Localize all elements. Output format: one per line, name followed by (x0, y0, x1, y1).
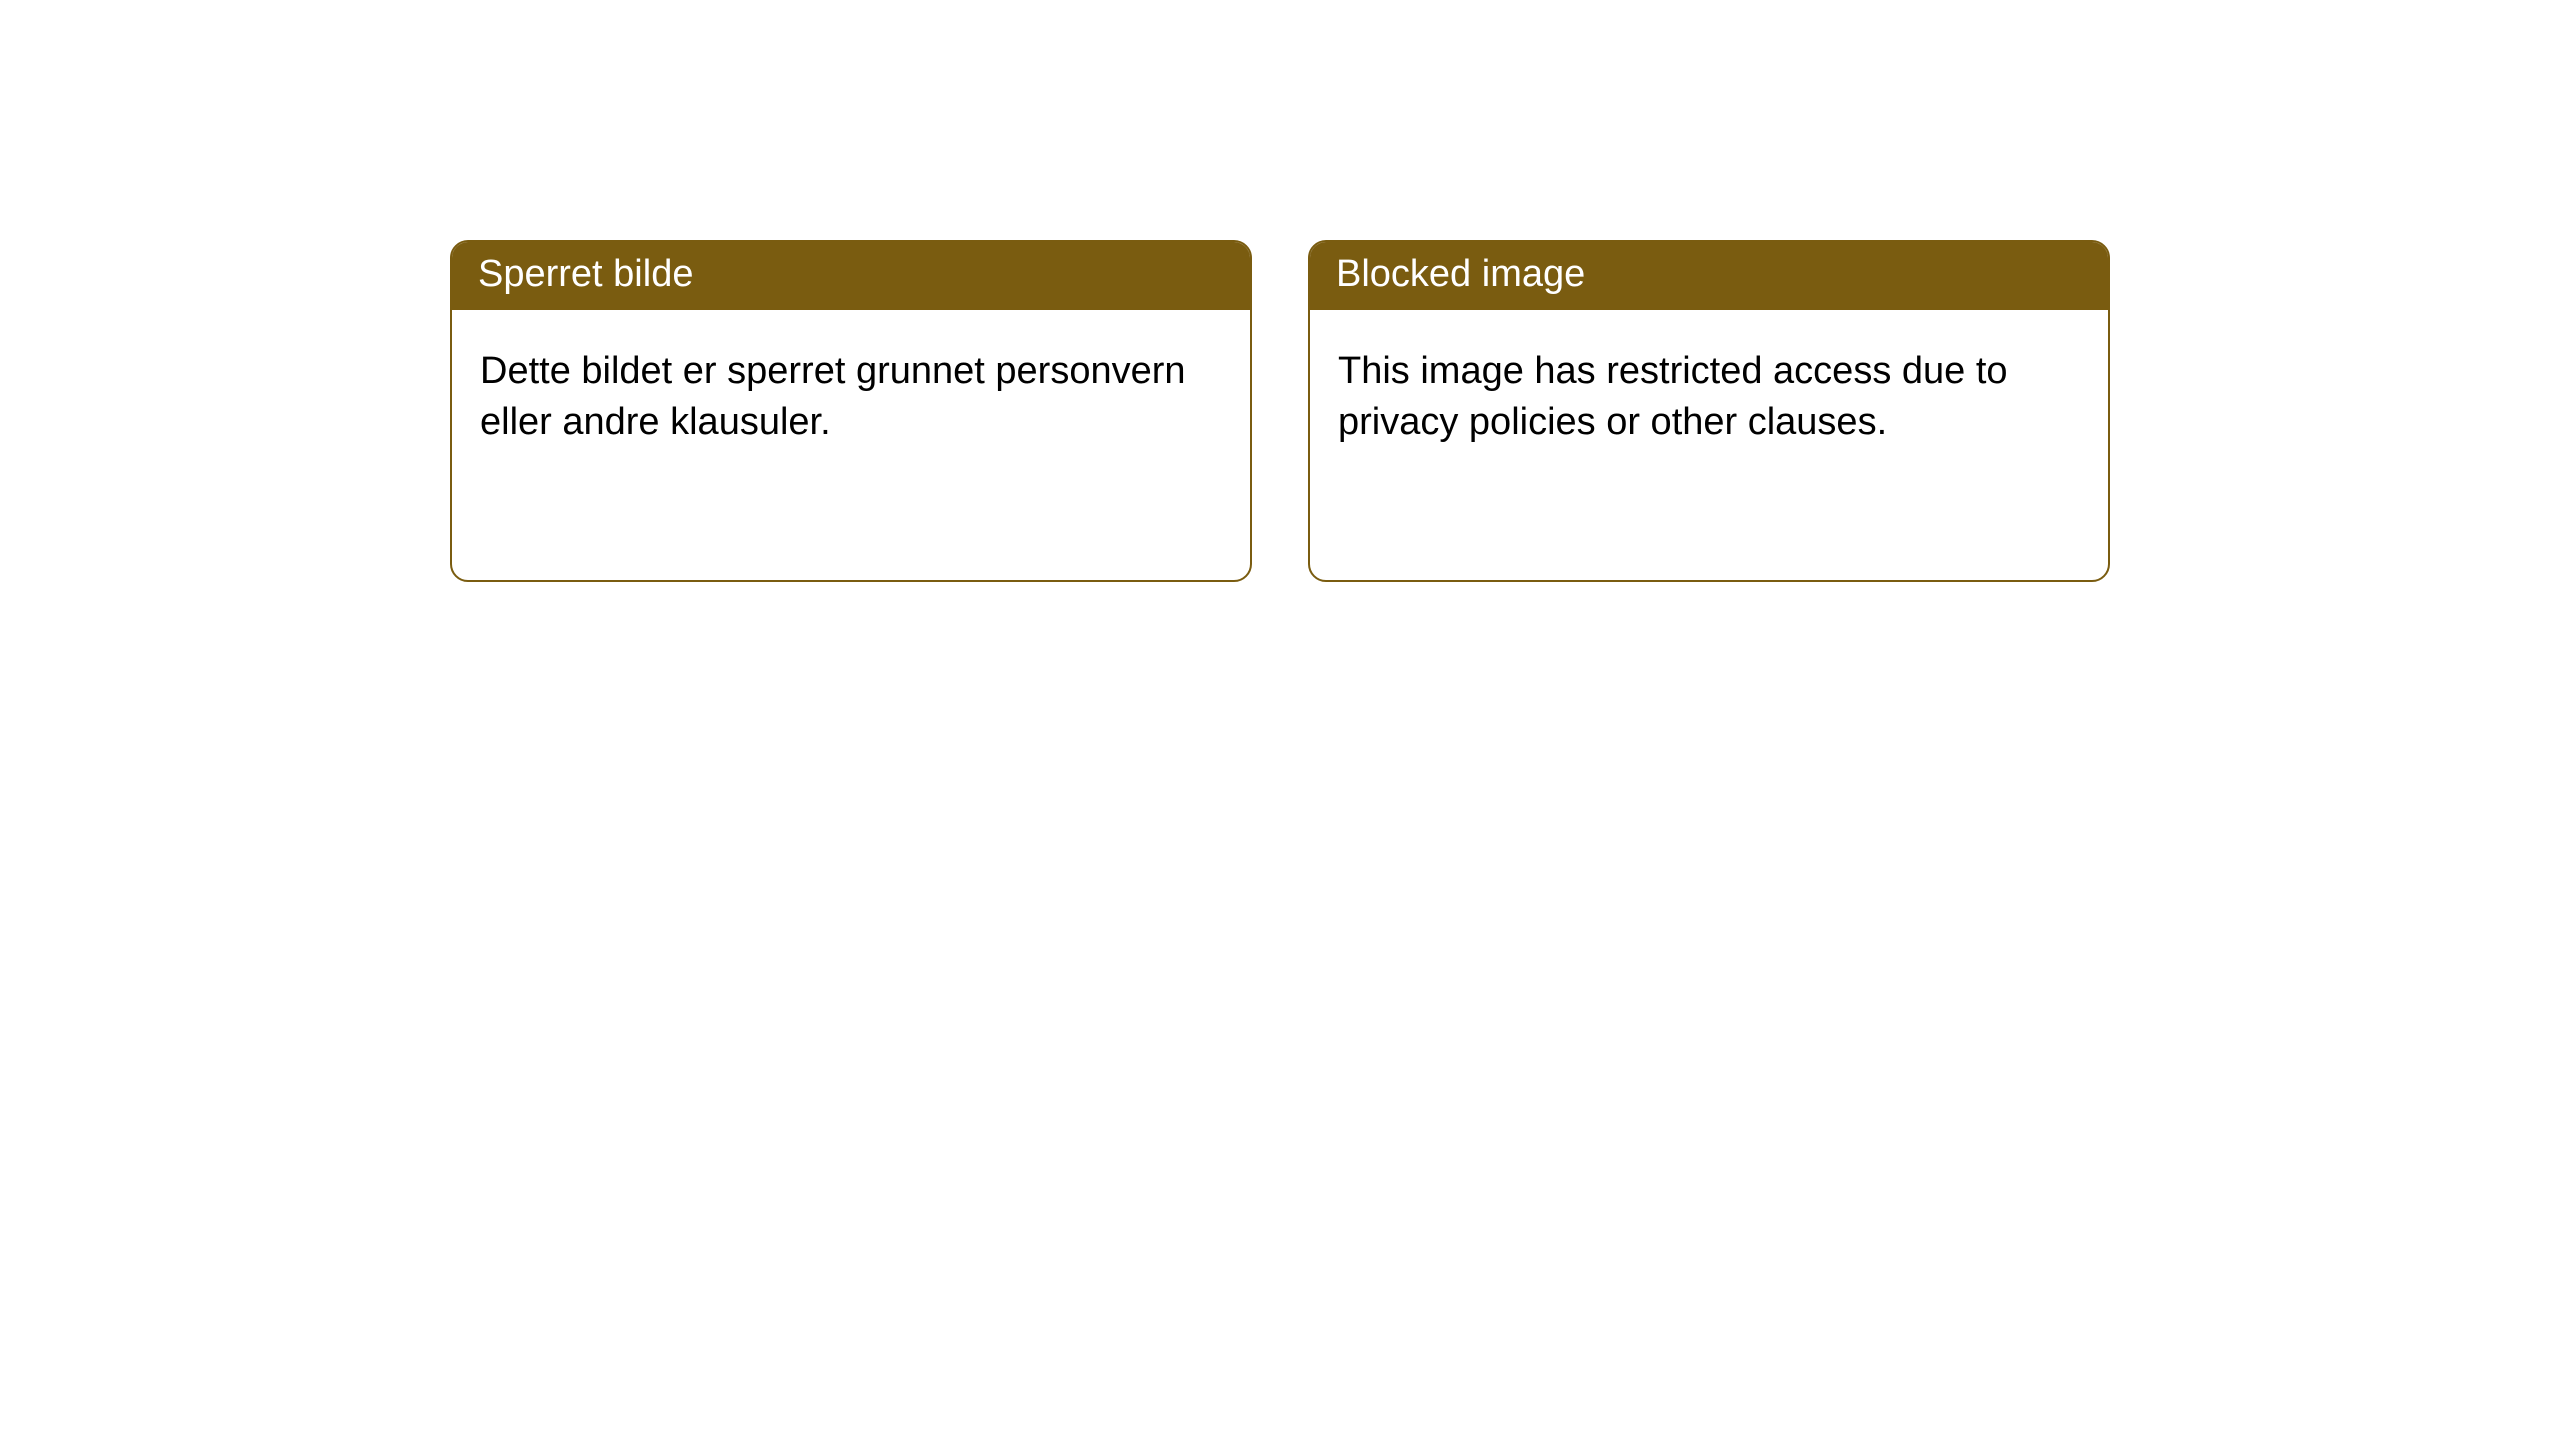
notice-title: Blocked image (1310, 242, 2108, 310)
notice-body: Dette bildet er sperret grunnet personve… (452, 310, 1250, 580)
notice-box-english: Blocked image This image has restricted … (1308, 240, 2110, 582)
notice-box-norwegian: Sperret bilde Dette bildet er sperret gr… (450, 240, 1252, 582)
notice-title: Sperret bilde (452, 242, 1250, 310)
notices-container: Sperret bilde Dette bildet er sperret gr… (0, 0, 2560, 582)
notice-body: This image has restricted access due to … (1310, 310, 2108, 580)
